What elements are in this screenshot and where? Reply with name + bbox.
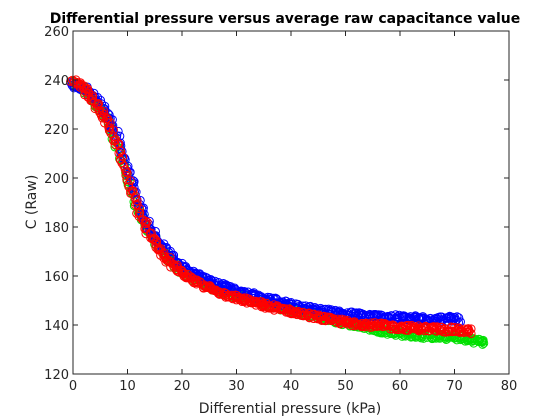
data-point bbox=[336, 316, 346, 326]
data-point bbox=[106, 128, 116, 138]
data-point bbox=[148, 234, 158, 244]
data-point bbox=[330, 317, 340, 326]
data-point bbox=[159, 251, 169, 261]
data-point bbox=[111, 134, 121, 144]
x-tick-label: 50 bbox=[337, 379, 354, 394]
data-point bbox=[215, 289, 225, 299]
data-point bbox=[92, 103, 102, 113]
y-tick-label: 140 bbox=[44, 319, 69, 334]
y-axis-label: C (Raw) bbox=[24, 175, 40, 230]
data-point bbox=[479, 338, 489, 348]
x-tick-label: 10 bbox=[119, 379, 136, 394]
x-tick-label: 70 bbox=[446, 379, 463, 394]
data-point bbox=[272, 303, 282, 313]
x-tick-label: 60 bbox=[392, 379, 409, 394]
x-axis-label: Differential pressure (kPa) bbox=[199, 401, 382, 417]
data-point bbox=[464, 326, 474, 336]
x-tick-label: 40 bbox=[283, 379, 300, 394]
y-tick-label: 160 bbox=[44, 270, 69, 285]
data-point bbox=[141, 219, 151, 229]
series-2 bbox=[66, 75, 476, 339]
data-point bbox=[131, 191, 141, 201]
data-point bbox=[319, 311, 329, 321]
x-tick-label: 0 bbox=[69, 379, 77, 394]
data-point bbox=[108, 131, 118, 141]
data-point bbox=[109, 136, 119, 146]
data-point bbox=[165, 252, 175, 262]
data-point bbox=[116, 146, 126, 156]
data-point bbox=[87, 94, 97, 104]
y-tick-label: 220 bbox=[44, 123, 69, 138]
data-point bbox=[104, 123, 114, 133]
x-tick-label: 30 bbox=[228, 379, 245, 394]
data-point bbox=[94, 99, 104, 109]
data-point bbox=[457, 327, 467, 337]
tick-labels: 0 10 20 30 40 50 60 70 80 120 140 160 180 200 220 240 26… bbox=[44, 25, 517, 394]
axes bbox=[72, 30, 510, 375]
data-point bbox=[131, 200, 141, 210]
y-tick-label: 180 bbox=[44, 221, 69, 236]
data-point bbox=[114, 148, 124, 158]
y-tick-label: 260 bbox=[44, 25, 69, 40]
chart-title: Differential pressure versus average raw… bbox=[50, 11, 520, 27]
data-point bbox=[235, 295, 245, 305]
data-point bbox=[132, 196, 142, 206]
data-point bbox=[466, 324, 476, 334]
series-1 bbox=[66, 78, 465, 327]
data-point bbox=[473, 336, 483, 346]
data-point bbox=[108, 125, 118, 135]
data-point bbox=[110, 140, 120, 150]
data-point bbox=[466, 329, 476, 339]
data-point bbox=[455, 317, 465, 327]
y-tick-label: 120 bbox=[44, 368, 69, 383]
data-point bbox=[166, 262, 176, 272]
data-point bbox=[454, 313, 464, 323]
y-tick-label: 240 bbox=[44, 74, 69, 89]
y-tick-label: 200 bbox=[44, 172, 69, 187]
data-markers bbox=[66, 75, 489, 349]
data-point bbox=[142, 217, 152, 227]
data-point bbox=[146, 228, 156, 238]
data-point bbox=[478, 339, 488, 349]
x-tick-label: 80 bbox=[501, 379, 518, 394]
data-point bbox=[98, 111, 108, 121]
x-tick-label: 20 bbox=[174, 379, 191, 394]
data-point bbox=[268, 293, 278, 303]
data-point bbox=[124, 179, 134, 189]
data-point bbox=[66, 76, 76, 86]
data-point bbox=[478, 335, 488, 345]
